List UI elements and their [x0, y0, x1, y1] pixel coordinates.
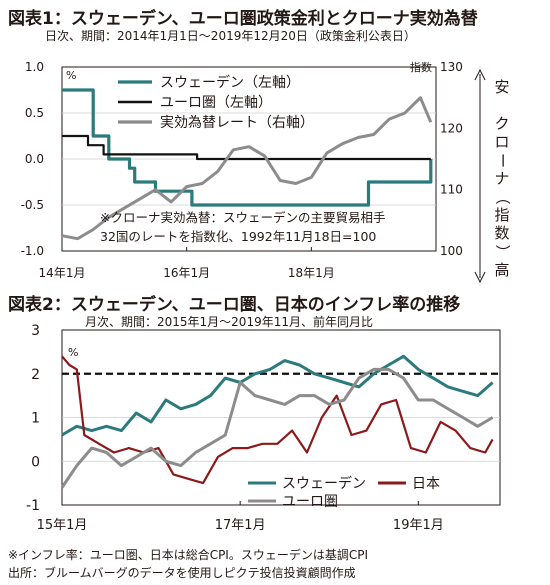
footnote-source: 出所：ブルームバーグのデータを使用しピクテ投信投資顧問作成 [8, 566, 356, 580]
chart2-plot-frame [61, 329, 501, 506]
chart1-left-unit: % [66, 69, 76, 82]
chart2-series-line-3 [60, 367, 494, 489]
chart1-note-currency-char: 数 [494, 224, 509, 242]
chart2-series-line-1 [61, 354, 494, 437]
chart1-title: 図表1：スウェーデン、ユーロ圏政策金利とクローナ実効為替 [8, 9, 478, 29]
chart2-y-tick-label: -1 [26, 498, 40, 514]
chart2-y-tick-label: 3 [31, 323, 40, 339]
chart1-series-line-3 [61, 96, 433, 241]
footnote-inflation: ※インフレ率：ユーロ圏、日本は総合CPI。スウェーデンは基調CPI [8, 548, 369, 562]
chart2-legend-label-3: ユーロ圏 [282, 494, 338, 510]
chart1-right-tick-label: 100 [440, 244, 463, 258]
chart1-right-unit: 指数 [410, 60, 432, 74]
chart1-arrow-down-icon [474, 271, 486, 284]
chart2-subtitle: 月次、期間：2015年1月～2019年11月、前年同月比 [85, 315, 373, 329]
chart1-arrow-up-icon [474, 68, 486, 81]
chart1-note-currency-char: ） [494, 244, 512, 259]
chart2-title: 図表2：スウェーデン、ユーロ圏、日本のインフレ率の推移 [8, 295, 461, 315]
chart2-x-tick-label: 17年1月 [215, 518, 266, 533]
chart1-left-tick-label: 0.5 [25, 106, 44, 120]
chart1-note-currency-char: ナ [494, 169, 509, 187]
chart2-x-tick-label: 15年1月 [37, 518, 88, 533]
chart1-right-tick-label: 120 [440, 121, 463, 135]
chart2-legend-label-2: 日本 [412, 476, 440, 492]
chart2-y-unit: % [68, 346, 78, 359]
chart1-note-currency-char: ー [494, 153, 512, 168]
chart2-series-line-2 [61, 355, 494, 485]
chart1-note-currency-char: （ [494, 190, 512, 205]
chart1-left-tick-label: 1.0 [25, 60, 44, 74]
chart1-series-line-1 [62, 88, 433, 207]
chart1-left-tick-label: -0.5 [21, 198, 44, 212]
chart1-note-currency-char: 指 [494, 206, 509, 224]
chart2-y-tick-label: 2 [31, 367, 40, 383]
chart1-x-tick-label: 18年1月 [288, 266, 335, 280]
chart2-y-tick-label: 1 [31, 411, 40, 427]
chart1-left-tick-label: -1.0 [21, 244, 44, 258]
chart2-y-tick-label: 0 [31, 454, 40, 470]
chart1-note-line-1: ※クローナ実効為替：スウェーデンの主要貿易相手 [100, 210, 385, 225]
chart1-subtitle: 日次、期間：2014年1月1日～2019年12月20日（政策金利公表日） [45, 29, 416, 43]
chart1-x-tick-label: 14年1月 [39, 266, 86, 280]
chart1: 1.0 0.5 0.0 -0.5 -1.0% 100 110 120 130 指数 14年1月 16年… [21, 60, 512, 284]
chart1-note-line-2: 32国のレートを指数化、1992年11月18日=100 [100, 229, 376, 244]
chart2-legend-label-1: スウェーデン [282, 475, 366, 492]
chart1-left-tick-label: 0.0 [25, 152, 44, 166]
chart1-x-tick-label: 16年1月 [163, 266, 210, 280]
chart1-legend-label-1: スウェーデン（左軸） [160, 74, 300, 91]
chart1-note-currency-char: ロ [494, 133, 509, 151]
chart1-series-line-2 [62, 134, 431, 161]
chart1-right-tick-label: 110 [440, 183, 463, 197]
chart2-x-tick-label: 19年1月 [393, 518, 444, 533]
chart1-legend-label-3: 実効為替レート（右軸） [160, 115, 314, 131]
chart1-right-tick-label: 130 [440, 60, 463, 74]
chart1-note-weak: 安 [494, 78, 509, 96]
chart1-note-strong: 高 [494, 261, 509, 279]
chart1-note-currency-char: ク [494, 115, 509, 133]
chart1-legend-label-2: ユーロ圏（左軸） [160, 95, 272, 111]
